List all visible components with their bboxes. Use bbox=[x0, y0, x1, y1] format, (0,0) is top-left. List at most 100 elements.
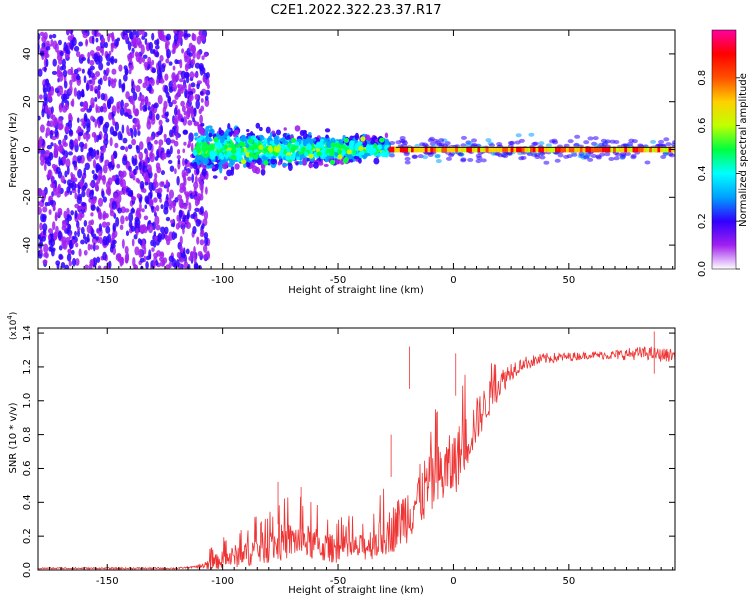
spectrogram-cell bbox=[156, 250, 162, 257]
spectrogram-cell bbox=[610, 146, 614, 153]
spectrogram-cell bbox=[239, 141, 245, 147]
spectrogram-cell bbox=[284, 136, 291, 140]
spectrogram-cell bbox=[59, 51, 64, 57]
spectrogram-cell bbox=[132, 84, 136, 89]
spectrogram-cell bbox=[154, 51, 160, 58]
spectrogram-cell bbox=[165, 118, 170, 123]
spectrogram-cell bbox=[119, 107, 125, 116]
spectrogram-cell bbox=[175, 73, 180, 82]
spectrogram-cell bbox=[107, 161, 113, 169]
spectrogram-cell bbox=[70, 66, 74, 76]
spectrogram-cell bbox=[130, 208, 136, 214]
spectrogram-cell bbox=[604, 146, 608, 153]
spectrogram-cell bbox=[170, 200, 177, 209]
spectrogram-cell bbox=[132, 124, 136, 130]
spectrogram-cell bbox=[60, 262, 66, 269]
spectrogram-cell bbox=[109, 32, 114, 38]
spectrogram-cell bbox=[665, 146, 669, 153]
spectrogram-cell bbox=[182, 116, 188, 126]
spectrogram-cell bbox=[184, 166, 187, 171]
spectrogram-cell bbox=[200, 105, 205, 112]
spectrogram-cell bbox=[133, 264, 139, 269]
spectrogram-cell bbox=[621, 146, 625, 153]
snr-ylabel: SNR (10 * v/v) bbox=[8, 402, 19, 473]
spectrogram-cell bbox=[91, 169, 95, 175]
spectrogram-cell bbox=[260, 168, 266, 176]
spectrogram-cell bbox=[593, 146, 597, 153]
spectrogram-cell bbox=[494, 146, 497, 153]
spectrogram-cell bbox=[252, 142, 258, 148]
spectrogram-cell bbox=[143, 215, 149, 221]
spectrogram-cell bbox=[148, 110, 153, 120]
spectrogram-cell bbox=[40, 213, 45, 223]
spectrogram-cell bbox=[188, 52, 193, 57]
spectrogram-cell bbox=[263, 137, 268, 146]
spectrogram-cell bbox=[114, 38, 119, 47]
spectrogram-cell bbox=[234, 163, 240, 170]
spectrogram-cell bbox=[422, 155, 429, 160]
spectrogram-cell bbox=[74, 192, 78, 200]
spectrogram-cell bbox=[199, 239, 205, 246]
spectrogram-cell bbox=[265, 152, 269, 158]
spectrogram-cell bbox=[203, 210, 209, 221]
spectrogram-cell bbox=[66, 186, 70, 194]
spectrogram-cell bbox=[199, 135, 204, 141]
spectrogram-cell bbox=[58, 253, 63, 260]
spectrogram-cell bbox=[416, 146, 420, 153]
spectrogram-cell bbox=[39, 222, 43, 231]
spectrogram-cell bbox=[554, 146, 558, 153]
spectrogram-cell bbox=[38, 94, 43, 100]
spectrogram-cell bbox=[91, 77, 96, 86]
spectrogram-cell bbox=[65, 30, 72, 34]
spectrogram-cell bbox=[43, 163, 47, 171]
spectrogram-cell bbox=[112, 130, 118, 137]
spectrogram-cell bbox=[87, 156, 92, 162]
spectrogram-cell bbox=[188, 139, 192, 148]
spectrogram-cell bbox=[154, 139, 159, 145]
spectrogram-cell bbox=[75, 75, 81, 80]
spectrogram-cell bbox=[375, 138, 379, 143]
spectrogram-cell bbox=[184, 158, 188, 165]
spectrogram-cell bbox=[176, 148, 181, 155]
spectrogram-cell bbox=[583, 155, 590, 160]
spectrogram-cell bbox=[613, 146, 616, 153]
spectrogram-cell bbox=[302, 157, 307, 166]
spectrogram-cell bbox=[58, 72, 64, 82]
spectrogram-cell bbox=[318, 161, 324, 166]
spectrogram-cell bbox=[161, 151, 165, 161]
spectrogram-cell bbox=[41, 108, 45, 118]
spectrogram-cell bbox=[90, 204, 96, 211]
spectrogram-cell bbox=[78, 131, 84, 137]
spectrogram-cell bbox=[131, 238, 135, 247]
spectrogram-cell bbox=[123, 74, 128, 82]
spectrogram-cell bbox=[518, 146, 522, 153]
spectrogram-cell bbox=[124, 34, 128, 41]
spectrogram-cell bbox=[131, 196, 137, 202]
y-tick-label: 1.2 bbox=[22, 359, 33, 375]
spectrogram-cell bbox=[100, 105, 104, 113]
spectrogram-cell bbox=[192, 51, 196, 59]
spectrogram-cell bbox=[76, 220, 80, 229]
spectrogram-cell bbox=[51, 163, 57, 169]
spectrogram-cell bbox=[165, 137, 172, 146]
spectrogram-cell bbox=[164, 226, 169, 235]
spectrogram-cell bbox=[185, 248, 190, 255]
spectrogram-cell bbox=[154, 45, 160, 50]
spectrogram-cell bbox=[94, 88, 98, 94]
spectrogram-cell bbox=[82, 100, 89, 110]
spectrogram-cell bbox=[49, 199, 54, 206]
spectrogram-cell bbox=[154, 215, 160, 226]
spectrogram-cell bbox=[124, 208, 130, 213]
spectrogram-cell bbox=[157, 187, 163, 194]
spectrogram-cell bbox=[91, 196, 97, 204]
spectrogram-cell bbox=[435, 146, 439, 153]
spectrogram-cell bbox=[81, 30, 85, 34]
spectrogram-cell bbox=[129, 127, 133, 133]
spectrogram-cell bbox=[60, 175, 65, 184]
spectrogram-cell bbox=[54, 128, 59, 138]
spectrogram-cell bbox=[77, 193, 83, 201]
spectrogram-cell bbox=[240, 134, 247, 142]
spectrogram-cell bbox=[222, 162, 228, 170]
spectrogram-cell bbox=[615, 146, 619, 153]
spectrogram-cell bbox=[89, 84, 93, 92]
